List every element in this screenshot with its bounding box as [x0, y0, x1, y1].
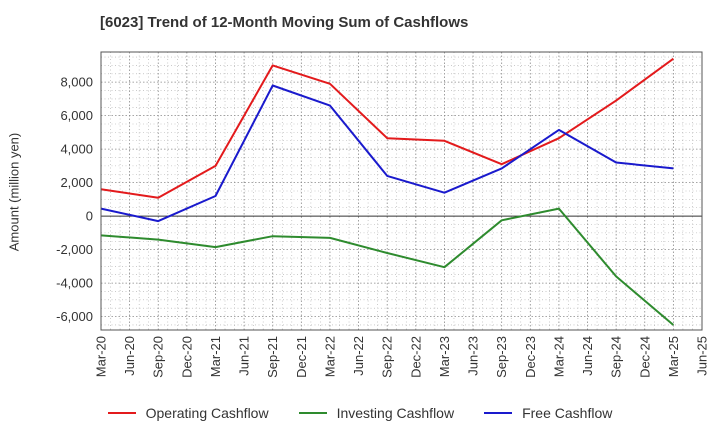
- x-tick-label: Sep-23: [494, 336, 509, 378]
- x-tick-label: Dec-22: [408, 336, 423, 378]
- x-tick-label: Sep-22: [380, 336, 395, 378]
- legend-item-operating: Operating Cashflow: [107, 405, 269, 421]
- investing-cashflow-line: [100, 207, 675, 326]
- x-tick-label: Mar-25: [666, 336, 681, 377]
- x-tick-labels: Mar-20 Jun-20 Sep-20 Dec-20 Mar-21 Jun-21 Sep-…: [94, 336, 710, 378]
- x-tick-label: Dec-21: [294, 336, 309, 378]
- legend-item-free: Free Cashflow: [484, 405, 612, 421]
- plot-frame: [100, 51, 703, 331]
- x-tick-label: Jun-24: [580, 336, 595, 376]
- operating-cashflow-line: [100, 57, 674, 199]
- legend-swatch-investing: [298, 412, 327, 414]
- grid-layer: [100, 52, 703, 330]
- free-cashflow-line: [100, 84, 674, 223]
- chart-plot: -6,000-4,000-2,00002,0004,0006,0008,000 …: [56, 51, 710, 378]
- x-tick-label: Jun-23: [466, 336, 481, 376]
- legend-label-free: Free Cashflow: [522, 405, 613, 421]
- y-tick-label: 4,000: [60, 142, 93, 157]
- y-tick-label: -6,000: [56, 309, 93, 324]
- x-tick-label: Mar-20: [94, 336, 109, 377]
- x-tick-label: Sep-21: [265, 336, 280, 378]
- legend-label-operating: Operating Cashflow: [145, 405, 269, 421]
- y-tick-label: 8,000: [60, 75, 93, 90]
- y-tick-label: 6,000: [60, 108, 93, 123]
- x-tick-label: Jun-22: [351, 336, 366, 376]
- x-tick-label: Sep-20: [151, 336, 166, 378]
- axis-layer: [100, 51, 703, 331]
- x-tick-label: Mar-21: [208, 336, 223, 377]
- x-tick-label: Mar-23: [437, 336, 452, 377]
- chart-title: [6023] Trend of 12-Month Moving Sum of C…: [100, 14, 469, 31]
- legend: Operating Cashflow Investing Cashflow Fr…: [0, 405, 720, 421]
- legend-swatch-operating: [107, 412, 136, 414]
- x-tick-label: Dec-20: [179, 336, 194, 378]
- x-tick-label: Dec-24: [637, 336, 652, 378]
- x-tick-label: Sep-24: [609, 336, 624, 378]
- series-layer: [100, 57, 675, 326]
- x-tick-label: Jun-25: [695, 336, 710, 376]
- x-tick-label: Jun-21: [237, 336, 252, 376]
- legend-label-investing: Investing Cashflow: [336, 405, 455, 421]
- x-tick-label: Jun-20: [122, 336, 137, 376]
- y-tick-label: 2,000: [60, 175, 93, 190]
- legend-swatch-free: [484, 412, 513, 414]
- legend-item-investing: Investing Cashflow: [298, 405, 455, 421]
- x-tick-label: Dec-23: [523, 336, 538, 378]
- y-tick-label: -2,000: [56, 242, 93, 257]
- x-tick-label: Mar-22: [322, 336, 337, 377]
- x-tick-label: Mar-24: [551, 336, 566, 377]
- y-tick-label: 0: [86, 209, 93, 224]
- y-tick-label: -4,000: [56, 276, 93, 291]
- y-tick-labels: -6,000 -4,000 -2,000 0 2,000 4,000 6,000 8,000: [56, 75, 93, 324]
